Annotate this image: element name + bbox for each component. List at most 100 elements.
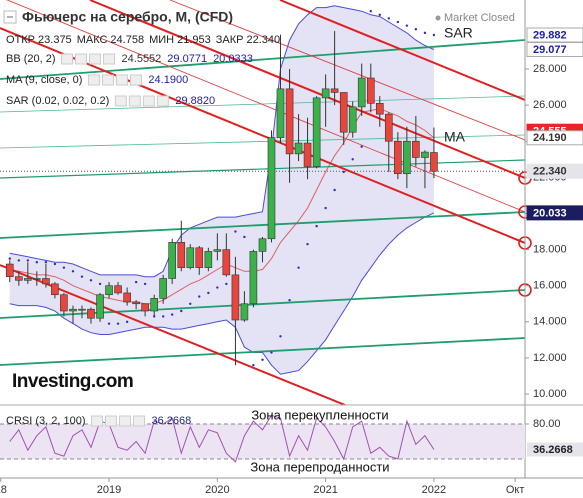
candle-body — [132, 301, 140, 305]
candle-body — [15, 276, 23, 281]
candle-body — [231, 274, 240, 321]
y-tick-label: 28.000 — [533, 63, 567, 75]
candle-body — [60, 294, 68, 312]
sar-dot — [153, 315, 156, 318]
indicator-icon[interactable] — [89, 53, 102, 65]
candle-body — [348, 106, 357, 133]
sar-dot — [315, 224, 318, 228]
sar-dot — [387, 17, 390, 20]
trend-line — [6, 0, 525, 213]
candle-body — [69, 308, 77, 312]
candle-body — [375, 103, 384, 115]
y-tick-label: 80.00 — [533, 418, 561, 430]
annotation: MA — [444, 129, 466, 145]
quote-value: 21.953 — [177, 34, 211, 46]
y-tick-label: 26.000 — [533, 99, 567, 111]
candle-body — [258, 238, 267, 252]
candle-body — [384, 113, 393, 142]
indicator-icon[interactable] — [129, 74, 142, 86]
candle-body — [294, 142, 303, 155]
sar-dot — [8, 257, 11, 260]
indicator-icon[interactable] — [87, 74, 100, 86]
chart-title: Фьючерс на серебро, M, (CFD) — [22, 9, 233, 25]
sar-dot — [189, 302, 192, 305]
quote-value: 22.340 — [246, 34, 280, 46]
indicator-icon[interactable] — [61, 53, 74, 65]
candle-body — [339, 92, 348, 133]
indicator-icon[interactable] — [142, 95, 155, 107]
trend-line — [0, 39, 525, 80]
candle-body — [321, 88, 330, 99]
price-tag — [526, 163, 583, 179]
candle-body — [213, 249, 222, 252]
candle-body — [222, 249, 231, 276]
sar-dot — [360, 145, 363, 148]
candle-body — [24, 278, 32, 281]
indicator-icon[interactable] — [128, 95, 141, 107]
sar-dot — [288, 298, 291, 302]
x-tick-label: Окт — [506, 484, 525, 496]
sar-dot — [207, 291, 210, 295]
sar-dot — [44, 261, 48, 264]
indicator-icon[interactable] — [118, 415, 131, 427]
candle-body — [123, 292, 131, 303]
sar-dot — [225, 282, 228, 286]
x-tick-label: 2020 — [205, 484, 229, 496]
indicator-name: MA (9, close, 0) — [6, 74, 82, 86]
sar-dot — [279, 335, 282, 338]
indicator-icon[interactable] — [114, 95, 127, 107]
crsi-tag-label: 36.2668 — [533, 444, 573, 456]
sar-dot — [252, 363, 255, 367]
x-tick-label: 18 — [0, 484, 7, 496]
indicator-icon[interactable] — [101, 74, 114, 86]
candle-body — [366, 77, 375, 104]
bb-line — [9, 5, 435, 278]
candle-body — [141, 303, 149, 312]
trend-line — [279, 0, 525, 101]
candle-body — [276, 88, 285, 138]
indicator-icon[interactable] — [104, 415, 117, 427]
indicator-value: 24.1900 — [148, 74, 188, 86]
sar-dot — [26, 259, 30, 262]
candle-body — [42, 278, 50, 285]
indicator-icon[interactable] — [90, 415, 103, 427]
candle-body — [96, 294, 104, 319]
candle-body — [204, 251, 213, 268]
sar-dot — [107, 322, 111, 325]
indicator-value: 29.0771 — [167, 53, 207, 65]
indicator-icon[interactable] — [132, 415, 145, 427]
y-tick-label: 12.000 — [533, 352, 567, 364]
indicator-icon[interactable] — [103, 53, 116, 65]
candle-body — [267, 137, 276, 240]
sar-dot — [270, 351, 273, 354]
sar-dot — [333, 188, 336, 192]
sar-dot — [423, 31, 427, 35]
indicator-icon[interactable] — [115, 74, 128, 86]
sar-dot — [134, 280, 138, 284]
sar-dot — [89, 279, 93, 282]
sar-dot — [125, 320, 129, 324]
candle-body — [412, 140, 420, 158]
indicator-name: SAR (0.02, 0.02, 0.2) — [6, 95, 109, 107]
y-tick-label: 14.000 — [533, 316, 567, 328]
market-status: Market Closed — [444, 12, 515, 24]
plot-over — [5, 9, 438, 367]
y-tick-label: 18.000 — [533, 243, 567, 255]
indicator-icon[interactable] — [75, 53, 88, 65]
sar-dot — [180, 309, 183, 313]
sar-dot — [98, 282, 102, 286]
sar-dot — [243, 235, 246, 239]
sar-dot — [71, 270, 75, 273]
sar-dot — [324, 206, 327, 210]
sar-dot — [62, 266, 66, 269]
watermark: Investing.com — [12, 371, 133, 392]
candle-body — [186, 247, 195, 268]
candle-body — [114, 285, 122, 294]
candle-body — [87, 308, 95, 319]
sar-dot — [35, 261, 39, 264]
x-tick-label: 2022 — [422, 484, 446, 496]
trend-line — [89, 0, 525, 179]
sar-dot — [234, 230, 237, 233]
indicator-icon[interactable] — [156, 95, 169, 107]
candle-body — [168, 242, 176, 279]
